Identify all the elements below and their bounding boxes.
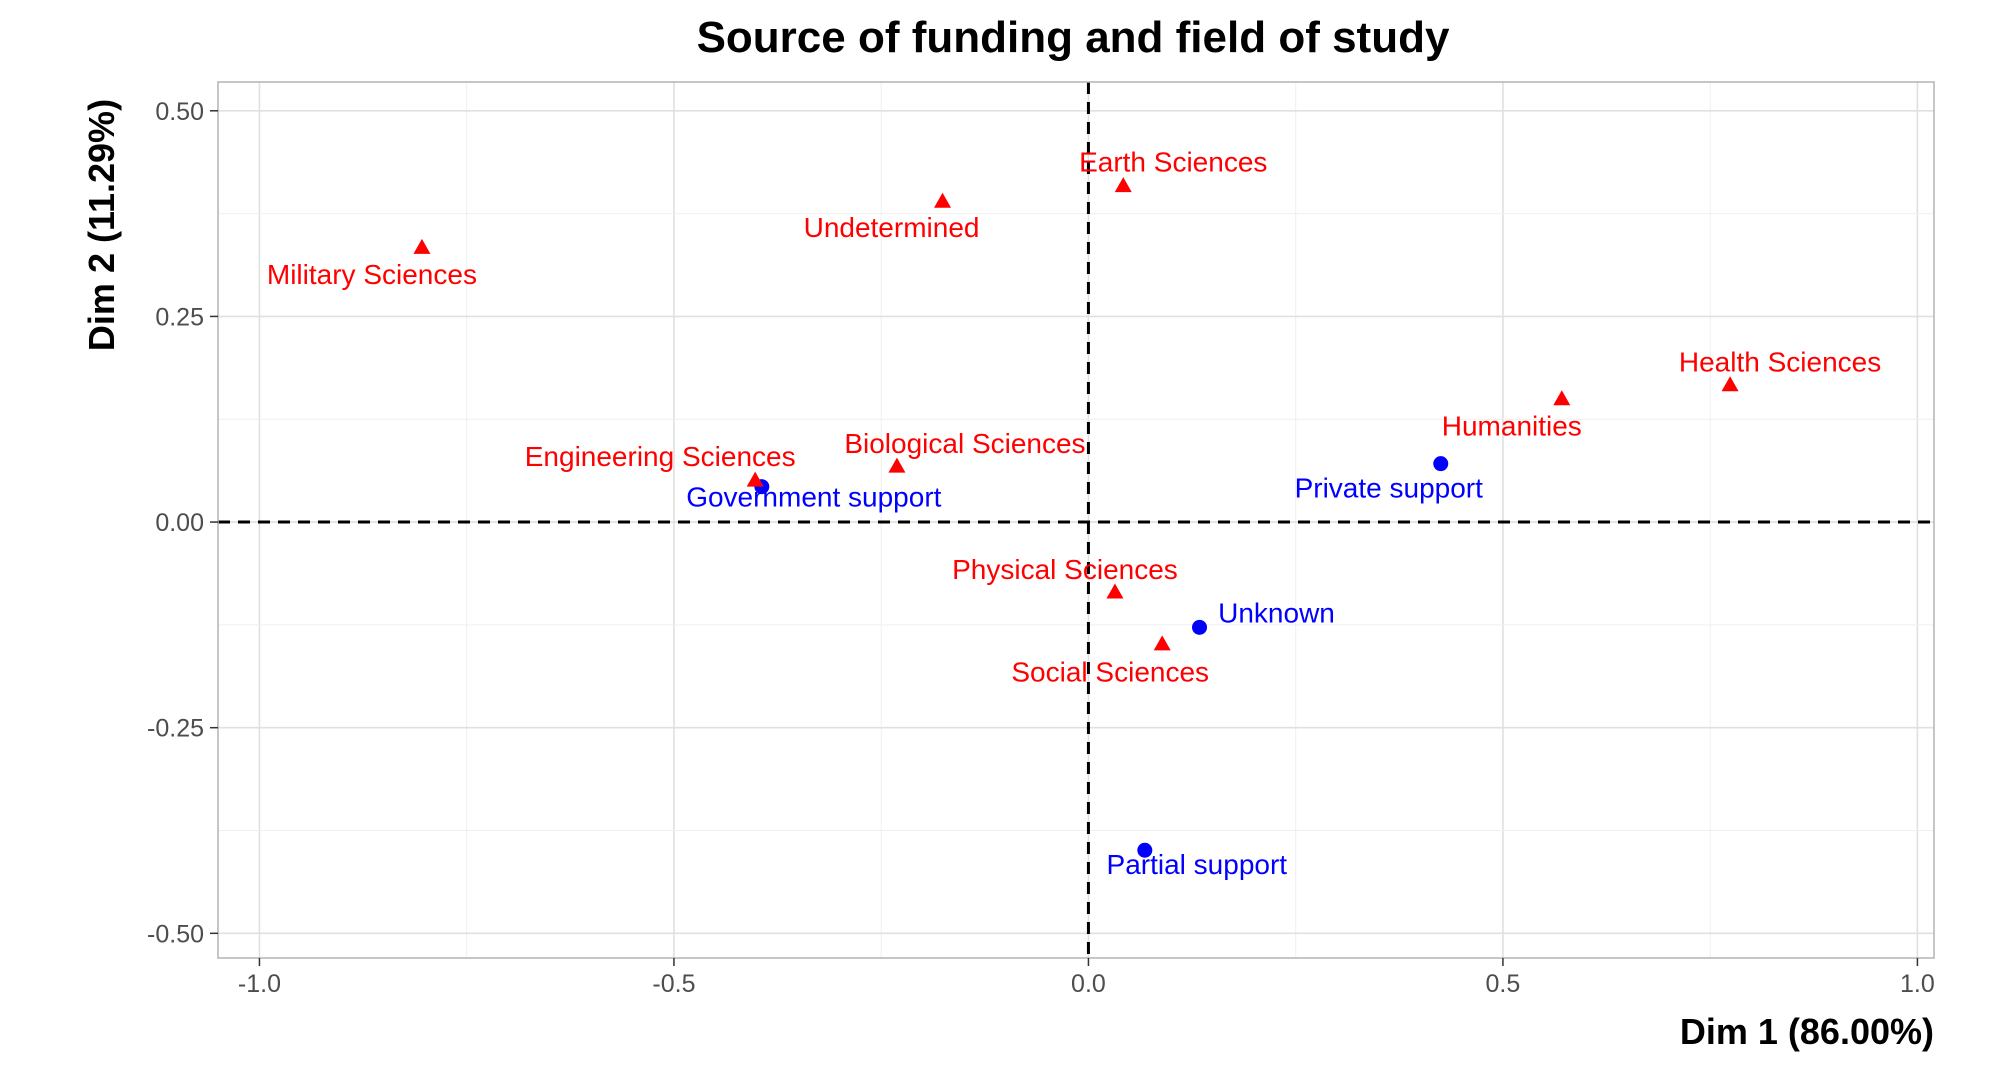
data-label: Partial support (1107, 849, 1288, 880)
data-label: Military Sciences (267, 259, 477, 290)
data-point (1114, 177, 1132, 193)
x-tick-label: 1.0 (1900, 970, 1935, 998)
chart-title: Source of funding and field of study (697, 13, 1450, 62)
data-point (413, 238, 431, 254)
grid (218, 82, 1934, 958)
data-point (1137, 842, 1153, 858)
x-tick-label: 0.0 (1071, 970, 1106, 998)
x-tick-label: -0.5 (652, 970, 695, 998)
data-point (934, 192, 952, 208)
axes: -1.0 -0.5 0.0 0.5 1.0 -0.50 -0.25 0.00 0.25 0.50 (147, 98, 1935, 998)
y-tick-label: -0.25 (147, 715, 204, 743)
data-point (888, 457, 906, 473)
y-tick-label: -0.50 (147, 920, 204, 948)
data-label: Biological Sciences (844, 428, 1085, 459)
data-label: Humanities (1442, 410, 1582, 441)
data-label: Undetermined (804, 212, 980, 243)
data-point (1721, 376, 1739, 392)
data-label: Health Sciences (1679, 347, 1881, 378)
data-points (413, 177, 1739, 858)
x-tick-label: 0.5 (1486, 970, 1521, 998)
data-point (1106, 583, 1124, 599)
data-label: Earth Sciences (1079, 146, 1267, 177)
data-label: Unknown (1218, 597, 1335, 628)
data-label: Engineering Sciences (525, 441, 796, 472)
data-label: Private support (1295, 473, 1484, 504)
point-labels: Government support Private support Unknown… (267, 146, 1881, 880)
data-point (1553, 390, 1571, 406)
y-axis-label: Dim 2 (11.29%) (81, 99, 122, 351)
x-axis-label: Dim 1 (86.00%) (1680, 1011, 1934, 1052)
data-point (1192, 619, 1208, 635)
data-label: Government support (686, 482, 941, 513)
data-point (746, 471, 764, 487)
data-point (1433, 456, 1449, 472)
data-label: Social Sciences (1011, 657, 1209, 688)
y-tick-label: 0.00 (155, 509, 204, 537)
reference-lines (218, 82, 1934, 958)
y-tick-label: 0.50 (155, 98, 204, 126)
x-tick-label: -1.0 (238, 970, 281, 998)
data-label: Physical Sciences (952, 554, 1178, 585)
plot-panel (217, 81, 1935, 959)
y-tick-label: 0.25 (155, 303, 204, 331)
data-point (1153, 635, 1171, 651)
